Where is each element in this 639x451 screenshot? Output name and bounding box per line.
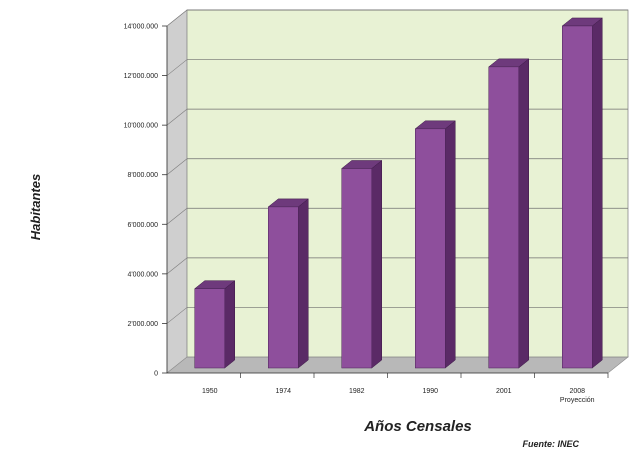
x-axis-title: Años Censales — [363, 418, 472, 435]
y-tick-label: 2'000.000 — [127, 321, 158, 328]
gridlines — [166, 9, 628, 324]
side-gridline — [166, 307, 188, 324]
x-tick-note: Proyección — [560, 397, 595, 404]
bar-side — [592, 17, 603, 369]
bar — [488, 66, 519, 369]
bar — [562, 25, 593, 369]
y-tick-label: 8'000.000 — [127, 172, 158, 179]
x-tick-label: 1950 — [202, 388, 218, 395]
back-wall — [186, 9, 629, 358]
source-note: Fuente: INEC — [522, 439, 579, 449]
y-tick-label: 0 — [154, 371, 158, 378]
side-gridline — [166, 257, 188, 275]
y-axis: 0 2'000.000 4'000.000 6'000.000 8'000.000 10'… — [124, 24, 168, 378]
side-wall — [166, 9, 188, 374]
y-tick-label: 12'000.000 — [124, 73, 159, 80]
bars — [194, 17, 603, 369]
y-axis-title: Habitantes — [28, 174, 43, 240]
bar — [268, 206, 299, 369]
y-tick-label: 6'000.000 — [127, 222, 158, 229]
y-tick-label: 10'000.000 — [124, 123, 159, 130]
side-gridline — [166, 59, 188, 76]
bar — [415, 128, 446, 369]
y-tick-label: 4'000.000 — [127, 271, 158, 278]
x-axis: 1950 1974 1982 1990 2001 2008 Proyección — [167, 372, 609, 404]
x-tick-label: 2001 — [496, 388, 512, 395]
bar-side — [445, 120, 456, 369]
side-gridline — [166, 9, 188, 27]
bar-side — [224, 280, 235, 369]
bar — [341, 168, 372, 369]
x-tick-label: 1982 — [349, 388, 365, 395]
bar-side — [518, 58, 529, 369]
x-tick-label: 2008 — [569, 388, 585, 395]
side-gridline — [166, 108, 188, 126]
x-tick-label: 1974 — [275, 388, 291, 395]
floor — [166, 356, 629, 374]
y-tick-label: 14'000.000 — [124, 24, 159, 31]
side-gridline — [166, 208, 188, 225]
bar-side — [298, 198, 309, 369]
bar — [194, 288, 225, 369]
bar-side — [371, 159, 382, 369]
x-tick-label: 1990 — [422, 388, 438, 395]
side-gridline — [166, 158, 188, 175]
